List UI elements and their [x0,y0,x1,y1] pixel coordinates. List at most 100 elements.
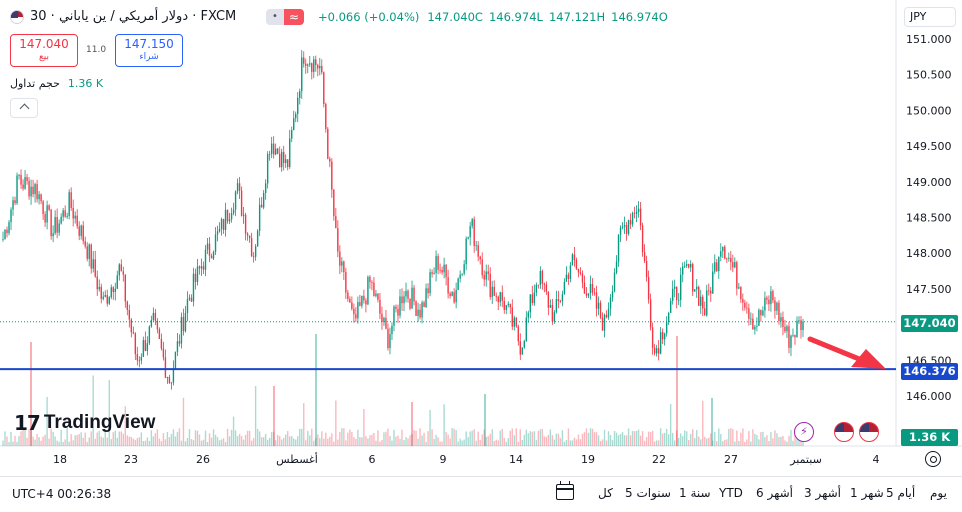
horizontal-line-price-label[interactable]: 146.376 [901,363,958,380]
timezone-clock[interactable]: UTC+4 00:26:38 [12,487,112,501]
volume-bar [706,438,708,446]
price-tick-label: 150.000 [906,104,952,117]
spread-value: 11.0 [86,45,107,55]
candle [633,212,636,214]
candle [417,309,419,316]
candle [278,153,281,168]
volume-bar [673,440,676,446]
volume-bar [208,433,211,446]
currency-selector[interactable]: JPY [904,7,956,27]
candle [567,274,570,279]
volume-bar [567,428,570,446]
volume-bar [774,430,776,446]
volume-bar [347,432,349,446]
candle [34,184,36,195]
candle [54,216,56,234]
candle [355,314,357,319]
range-5y[interactable]: 5 سنوات [625,486,671,500]
sell-button[interactable]: 147.040 بيع [10,34,78,67]
range-all[interactable]: كل [598,486,613,500]
candle [26,177,28,182]
volume-bar [361,437,363,446]
candle [148,326,151,344]
candle [142,339,145,357]
volume-bar [427,431,429,446]
volume-bar [248,430,251,446]
volume-bar [557,433,560,446]
range-1d[interactable]: يوم [930,486,947,500]
volume-bar [26,437,28,446]
time-tick-label: 6 [369,453,376,466]
volume-bar [718,428,720,446]
candle [301,57,303,92]
range-5d[interactable]: 5 أيام [886,486,916,500]
candle [244,214,247,234]
volume-bar [539,429,542,446]
high-value: 147.121 [548,10,597,24]
candle [722,246,724,252]
volume-bar [708,437,710,446]
volume-bar [112,432,114,446]
candle [657,348,660,354]
candle [465,238,467,265]
calendar-icon[interactable] [556,481,574,500]
candle [607,308,610,318]
symbol-legend[interactable]: دولار أمريكي / ين ياباني · 30 · FXCM [10,9,236,24]
volume-bar [790,429,792,446]
candle [529,294,532,313]
eye-icon[interactable]: • [266,9,284,25]
candle [679,274,682,300]
tradingview-logo[interactable]: 17 TradingView [14,411,155,435]
volume-bar [218,440,221,446]
volume-bar [559,438,562,446]
volume-bar [274,440,277,446]
candle [180,316,183,344]
volume-bar [228,436,231,446]
volume-bar [118,431,120,446]
us-event-flag-icon[interactable] [834,422,854,442]
candle [463,264,465,274]
volume-bar [170,433,173,446]
chart-settings-icon[interactable] [925,451,941,467]
candle [10,209,12,223]
volume-bar [714,431,716,446]
us-event-flag-icon[interactable] [859,422,879,442]
legend-toggle[interactable]: • ≈ [266,9,304,25]
range-3m[interactable]: 3 أشهر [804,486,841,500]
volume-bar [289,436,291,446]
lightning-icon[interactable]: ⚡ [794,422,814,442]
range-6m[interactable]: 6 أشهر [756,486,793,500]
wave-icon[interactable]: ≈ [284,9,304,25]
volume-bar [694,438,696,446]
candle [425,288,427,308]
volume-bar [473,429,475,446]
volume-bar [489,433,491,446]
volume-bar [295,439,297,446]
candle [485,271,487,280]
candle [611,291,614,298]
volume-bar [734,441,736,446]
candle [186,299,189,313]
volume-bar [754,433,756,446]
candle [441,269,443,273]
range-1y[interactable]: 1 سنة [679,486,711,500]
volume-bar [613,430,616,446]
volume-bar [236,436,239,446]
volume-bar [786,441,788,446]
volume-bar [152,436,155,446]
volume-bar [565,439,568,446]
collapse-legend-button[interactable] [10,98,38,118]
volume-bar [681,436,684,446]
candle [686,264,688,266]
volume-bar [283,437,285,446]
volume-bar [351,431,353,446]
candle [667,312,670,323]
range-1m[interactable]: 1 شهر [850,486,884,500]
buy-button[interactable]: 147.150 شراء [115,34,183,67]
range-ytd[interactable]: YTD [719,486,743,500]
volume-bar [700,439,702,446]
volume-bar [234,430,237,446]
candle [170,382,173,384]
volume-legend[interactable]: حجم تداول 1.36 K [10,77,103,90]
